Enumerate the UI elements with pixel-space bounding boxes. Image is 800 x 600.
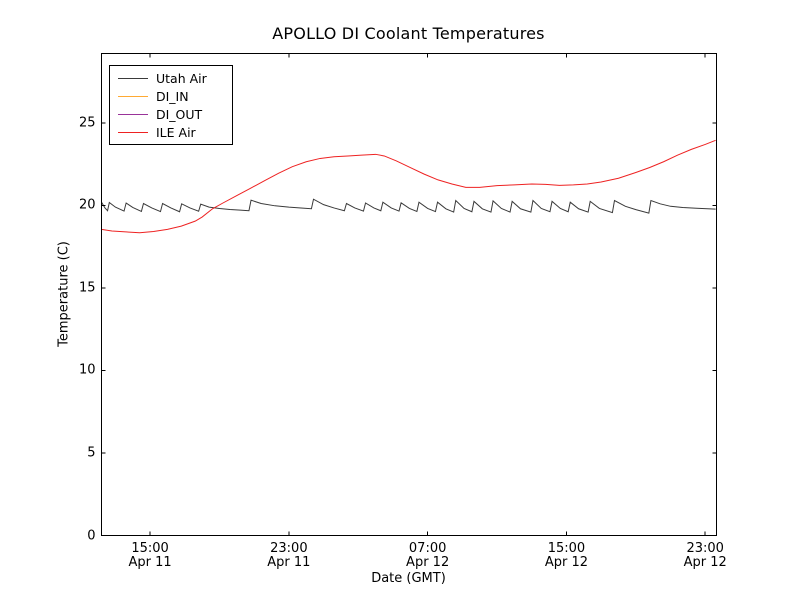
chart-title: APOLLO DI Coolant Temperatures: [272, 24, 545, 43]
legend-line-swatch: [118, 95, 148, 97]
x-tick-date: Apr 12: [544, 554, 588, 570]
x-tick-time: 15:00: [547, 540, 586, 556]
series-line-ile-air: [101, 139, 716, 234]
legend-entry-ile-air: ILE Air: [118, 125, 226, 139]
x-tick-time: 15:00: [131, 540, 169, 556]
x-axis-label: Date (GMT): [371, 571, 446, 586]
x-tick-label: 23:00 Apr 11: [254, 540, 324, 570]
y-tick-label: 25: [78, 115, 96, 131]
legend-label: DI_IN: [156, 88, 189, 104]
legend-line-swatch: [118, 77, 148, 79]
x-tick-label: 07:00 Apr 12: [393, 540, 463, 570]
x-tick-time: 07:00: [408, 540, 447, 556]
x-tick-time: 23:00: [686, 540, 724, 556]
legend-entry-di-in: DI_IN: [118, 89, 226, 103]
y-tick-label: 5: [87, 445, 96, 461]
y-tick-label: 10: [78, 362, 96, 378]
y-tick-label: 20: [78, 197, 96, 213]
x-tick-date: Apr 11: [128, 554, 172, 570]
legend-label: Utah Air: [156, 70, 207, 86]
x-tick-label: 15:00 Apr 11: [115, 540, 185, 570]
legend-label: ILE Air: [156, 124, 196, 140]
axes-frame: [101, 53, 717, 536]
x-tick-date: Apr 11: [267, 554, 311, 570]
legend-entry-utah-air: Utah Air: [118, 71, 226, 85]
y-tick-label: 15: [78, 280, 96, 296]
x-tick-date: Apr 12: [406, 554, 450, 570]
y-tick-label: 0: [87, 528, 96, 543]
legend-box: Utah Air DI_IN DI_OUT ILE Air: [109, 65, 233, 145]
x-tick-label: 23:00 Apr 12: [670, 540, 740, 570]
x-tick-time: 23:00: [270, 540, 308, 556]
legend-entry-di-out: DI_OUT: [118, 107, 226, 121]
legend-line-swatch: [118, 131, 148, 133]
x-tick-date: Apr 12: [683, 554, 727, 570]
series-line-utah-air: [101, 198, 716, 214]
x-tick-label: 15:00 Apr 12: [531, 540, 601, 570]
legend-line-swatch: [118, 113, 148, 115]
legend-label: DI_OUT: [156, 106, 203, 122]
